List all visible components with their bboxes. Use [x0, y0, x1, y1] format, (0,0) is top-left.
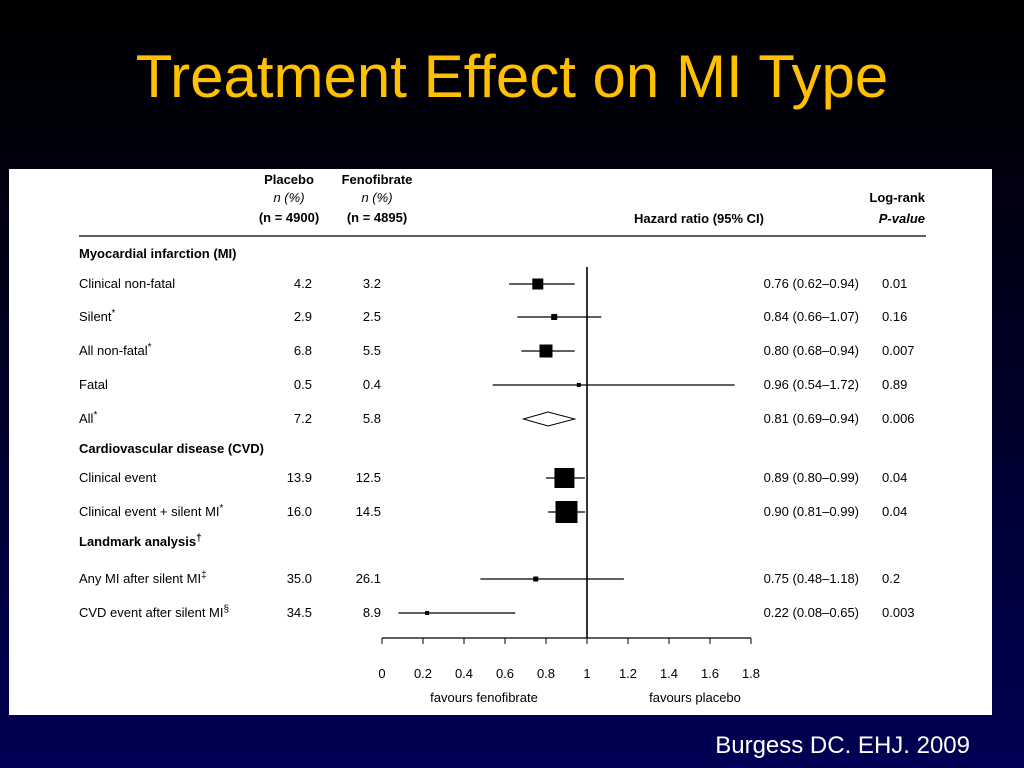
table-header: Placebo n (%) (n = 4900) Fenofibrate n (… [259, 172, 926, 226]
hazard-ratio-header: Hazard ratio (95% CI) [634, 211, 764, 226]
placebo-value: 2.9 [294, 309, 312, 324]
x-tick-label: 0 [378, 666, 385, 681]
fenofibrate-value: 14.5 [356, 504, 381, 519]
section-heading: Cardiovascular disease (CVD) [79, 441, 264, 456]
section-heading: Landmark analysis† [79, 533, 202, 549]
table-row: Fatal 0.5 0.4 0.96 (0.54–1.72) 0.89 [79, 377, 907, 392]
x-tick-label: 1.4 [660, 666, 678, 681]
hazard-ratio-value: 0.80 (0.68–0.94) [764, 343, 859, 358]
fenofibrate-header-total: (n = 4895) [347, 210, 407, 225]
row-label: Fatal [79, 377, 108, 392]
fenofibrate-header: Fenofibrate [342, 172, 413, 187]
x-tick-label: 0.8 [537, 666, 555, 681]
row-label: Silent* [79, 308, 116, 324]
placebo-value: 4.2 [294, 276, 312, 291]
hazard-ratio-value: 0.84 (0.66–1.07) [764, 309, 859, 324]
favours-right-label: favours placebo [649, 690, 741, 705]
logrank-header: Log-rank [869, 190, 925, 205]
row-label: All non-fatal* [79, 342, 152, 358]
placebo-value: 34.5 [287, 605, 312, 620]
pvalue-header: P-value [879, 211, 925, 226]
placebo-value: 35.0 [287, 571, 312, 586]
placebo-header: Placebo [264, 172, 314, 187]
fenofibrate-value: 12.5 [356, 470, 381, 485]
row-label: CVD event after silent MI§ [79, 604, 229, 620]
point-estimate [425, 611, 430, 615]
point-estimate [554, 468, 575, 488]
fenofibrate-header-n: n (%) [361, 190, 392, 205]
placebo-value: 6.8 [294, 343, 312, 358]
placebo-header-n: n (%) [273, 190, 304, 205]
table-row: Any MI after silent MI‡ 35.0 26.1 0.75 (0.4… [79, 570, 900, 586]
table-row: All non-fatal* 6.8 5.5 0.80 (0.68–0.94) 0.00… [79, 342, 915, 358]
p-value: 0.2 [882, 571, 900, 586]
favours-left-label: favours fenofibrate [430, 690, 538, 705]
hazard-ratio-value: 0.22 (0.08–0.65) [764, 605, 859, 620]
hazard-ratio-value: 0.90 (0.81–0.99) [764, 504, 859, 519]
forest-plot-svg: Placebo n (%) (n = 4900) Fenofibrate n (… [79, 172, 926, 705]
placebo-value: 13.9 [287, 470, 312, 485]
row-label: All* [79, 410, 97, 426]
point-estimate [576, 383, 581, 387]
x-tick-label: 1 [583, 666, 590, 681]
table-row: Clinical non-fatal 4.2 3.2 0.76 (0.62–0.94)… [79, 276, 907, 291]
placebo-value: 0.5 [294, 377, 312, 392]
placebo-value: 7.2 [294, 411, 312, 426]
table-row: Clinical event + silent MI* 16.0 14.5 0.90 … [79, 501, 907, 523]
point-estimate [539, 344, 553, 358]
p-value: 0.01 [882, 276, 907, 291]
table-row: Clinical event 13.9 12.5 0.89 (0.80–0.99) 0.… [79, 468, 907, 488]
hazard-ratio-value: 0.96 (0.54–1.72) [764, 377, 859, 392]
table-row: All* 7.2 5.8 0.81 (0.69–0.94) 0.006 [79, 410, 915, 427]
slide-title: Treatment Effect on MI Type [135, 43, 889, 110]
fenofibrate-value: 26.1 [356, 571, 381, 586]
x-tick-label: 1.2 [619, 666, 637, 681]
table-row: Silent* 2.9 2.5 0.84 (0.66–1.07) 0.16 [79, 308, 907, 324]
point-estimate [533, 576, 539, 582]
citation: Burgess DC. EHJ. 2009 [715, 732, 970, 759]
fenofibrate-value: 0.4 [363, 377, 381, 392]
p-value: 0.04 [882, 470, 907, 485]
summary-diamond [521, 411, 577, 427]
p-value: 0.89 [882, 377, 907, 392]
x-tick-label: 1.6 [701, 666, 719, 681]
p-value: 0.006 [882, 411, 915, 426]
fenofibrate-value: 5.5 [363, 343, 381, 358]
fenofibrate-value: 2.5 [363, 309, 381, 324]
hazard-ratio-value: 0.81 (0.69–0.94) [764, 411, 859, 426]
hazard-ratio-value: 0.75 (0.48–1.18) [764, 571, 859, 586]
table-row: CVD event after silent MI§ 34.5 8.9 0.22 (0… [79, 604, 915, 620]
fenofibrate-value: 5.8 [363, 411, 381, 426]
p-value: 0.003 [882, 605, 915, 620]
point-estimate [532, 278, 544, 290]
x-tick-label: 0.2 [414, 666, 432, 681]
x-axis: 0 0.2 0.4 0.6 0.8 1 1.2 1.4 1.6 1.8 favours fenofi… [378, 637, 760, 705]
point-estimate [555, 501, 578, 523]
p-value: 0.007 [882, 343, 915, 358]
row-label: Clinical event [79, 470, 157, 485]
section-heading: Myocardial infarction (MI) [79, 246, 236, 261]
placebo-value: 16.0 [287, 504, 312, 519]
x-tick-label: 1.8 [742, 666, 760, 681]
fenofibrate-value: 8.9 [363, 605, 381, 620]
fenofibrate-value: 3.2 [363, 276, 381, 291]
x-tick-label: 0.4 [455, 666, 473, 681]
p-value: 0.16 [882, 309, 907, 324]
forest-rows: Myocardial infarction (MI) Clinical non-f… [79, 246, 915, 620]
hazard-ratio-value: 0.89 (0.80–0.99) [764, 470, 859, 485]
placebo-header-total: (n = 4900) [259, 210, 319, 225]
row-label: Clinical event + silent MI* [79, 503, 224, 519]
forest-plot-figure: Placebo n (%) (n = 4900) Fenofibrate n (… [9, 169, 992, 715]
x-tick-label: 0.6 [496, 666, 514, 681]
point-estimate [551, 314, 558, 320]
row-label: Clinical non-fatal [79, 276, 175, 291]
row-label: Any MI after silent MI‡ [79, 570, 207, 586]
hazard-ratio-value: 0.76 (0.62–0.94) [764, 276, 859, 291]
p-value: 0.04 [882, 504, 907, 519]
